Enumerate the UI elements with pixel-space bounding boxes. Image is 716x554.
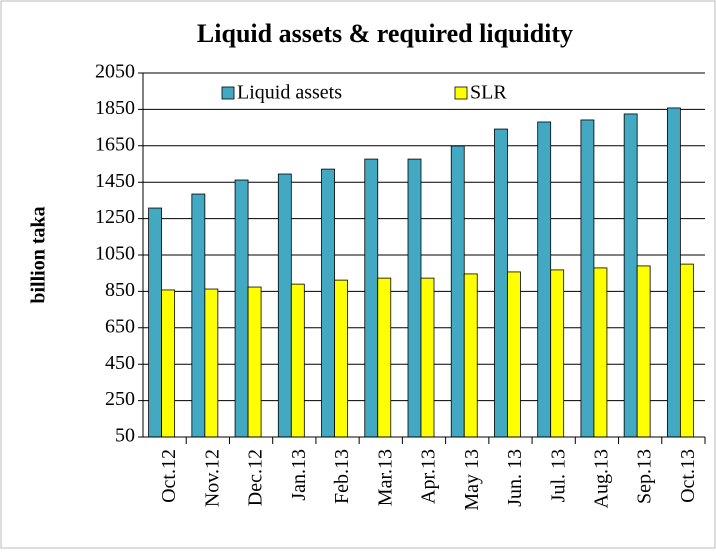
bar xyxy=(507,271,521,438)
y-tick-label: 1450 xyxy=(95,170,135,192)
y-axis-label: billion taka xyxy=(28,206,50,303)
x-tick-label: Dec.12 xyxy=(245,449,267,506)
bar xyxy=(550,269,565,438)
bar xyxy=(580,119,595,438)
bar xyxy=(666,107,681,438)
bar xyxy=(407,158,422,438)
legend-swatch xyxy=(454,86,468,100)
y-tick-label: 250 xyxy=(105,388,135,410)
bar xyxy=(191,193,206,438)
bar xyxy=(234,179,249,438)
x-tick-label: Jun. 13 xyxy=(504,449,526,507)
chart-title: Liquid assets & required liquidity xyxy=(197,19,573,48)
bar xyxy=(450,145,465,438)
y-tick-label: 1850 xyxy=(95,97,135,119)
bar xyxy=(148,207,163,438)
bar xyxy=(537,121,552,438)
legend-label: SLR xyxy=(470,82,507,104)
x-tick-label: Mar.13 xyxy=(374,449,396,506)
y-tick-label: 2050 xyxy=(95,61,135,83)
y-tick-label: 450 xyxy=(105,352,135,374)
bar xyxy=(593,267,608,438)
bar xyxy=(334,279,348,438)
bar xyxy=(277,173,292,438)
x-tick-label: Oct.13 xyxy=(677,449,699,503)
legend-label: Liquid assets xyxy=(237,82,342,104)
y-tick-label: 1650 xyxy=(95,133,135,155)
bar xyxy=(494,128,508,438)
bar xyxy=(321,168,335,438)
bar xyxy=(290,283,305,438)
x-tick-label: Nov.12 xyxy=(201,449,223,507)
bar xyxy=(364,158,379,438)
x-tick-label: Oct.12 xyxy=(158,449,180,503)
y-tick-label: 1250 xyxy=(95,206,135,228)
bar xyxy=(377,277,392,438)
x-tick-label: Apr.13 xyxy=(418,449,440,504)
bar xyxy=(623,113,638,438)
x-tick-label: Aug.13 xyxy=(591,449,613,508)
bar xyxy=(204,288,219,438)
x-tick-label: Feb.13 xyxy=(331,449,353,504)
bar xyxy=(679,263,694,438)
x-tick-label: Jul. 13 xyxy=(547,449,569,502)
bar xyxy=(636,265,651,438)
bar xyxy=(420,277,435,438)
x-tick-label: Sep.13 xyxy=(634,449,656,504)
y-tick-label: 50 xyxy=(115,425,135,447)
y-tick-label: 650 xyxy=(105,315,135,337)
bar xyxy=(247,286,262,438)
x-tick-label: May 13 xyxy=(461,449,483,511)
y-tick-label: 1050 xyxy=(95,243,135,265)
y-tick-label: 850 xyxy=(105,279,135,301)
bar xyxy=(161,289,176,438)
bar xyxy=(463,273,478,438)
legend-swatch xyxy=(221,86,235,100)
x-tick-label: Jan.13 xyxy=(288,449,310,501)
